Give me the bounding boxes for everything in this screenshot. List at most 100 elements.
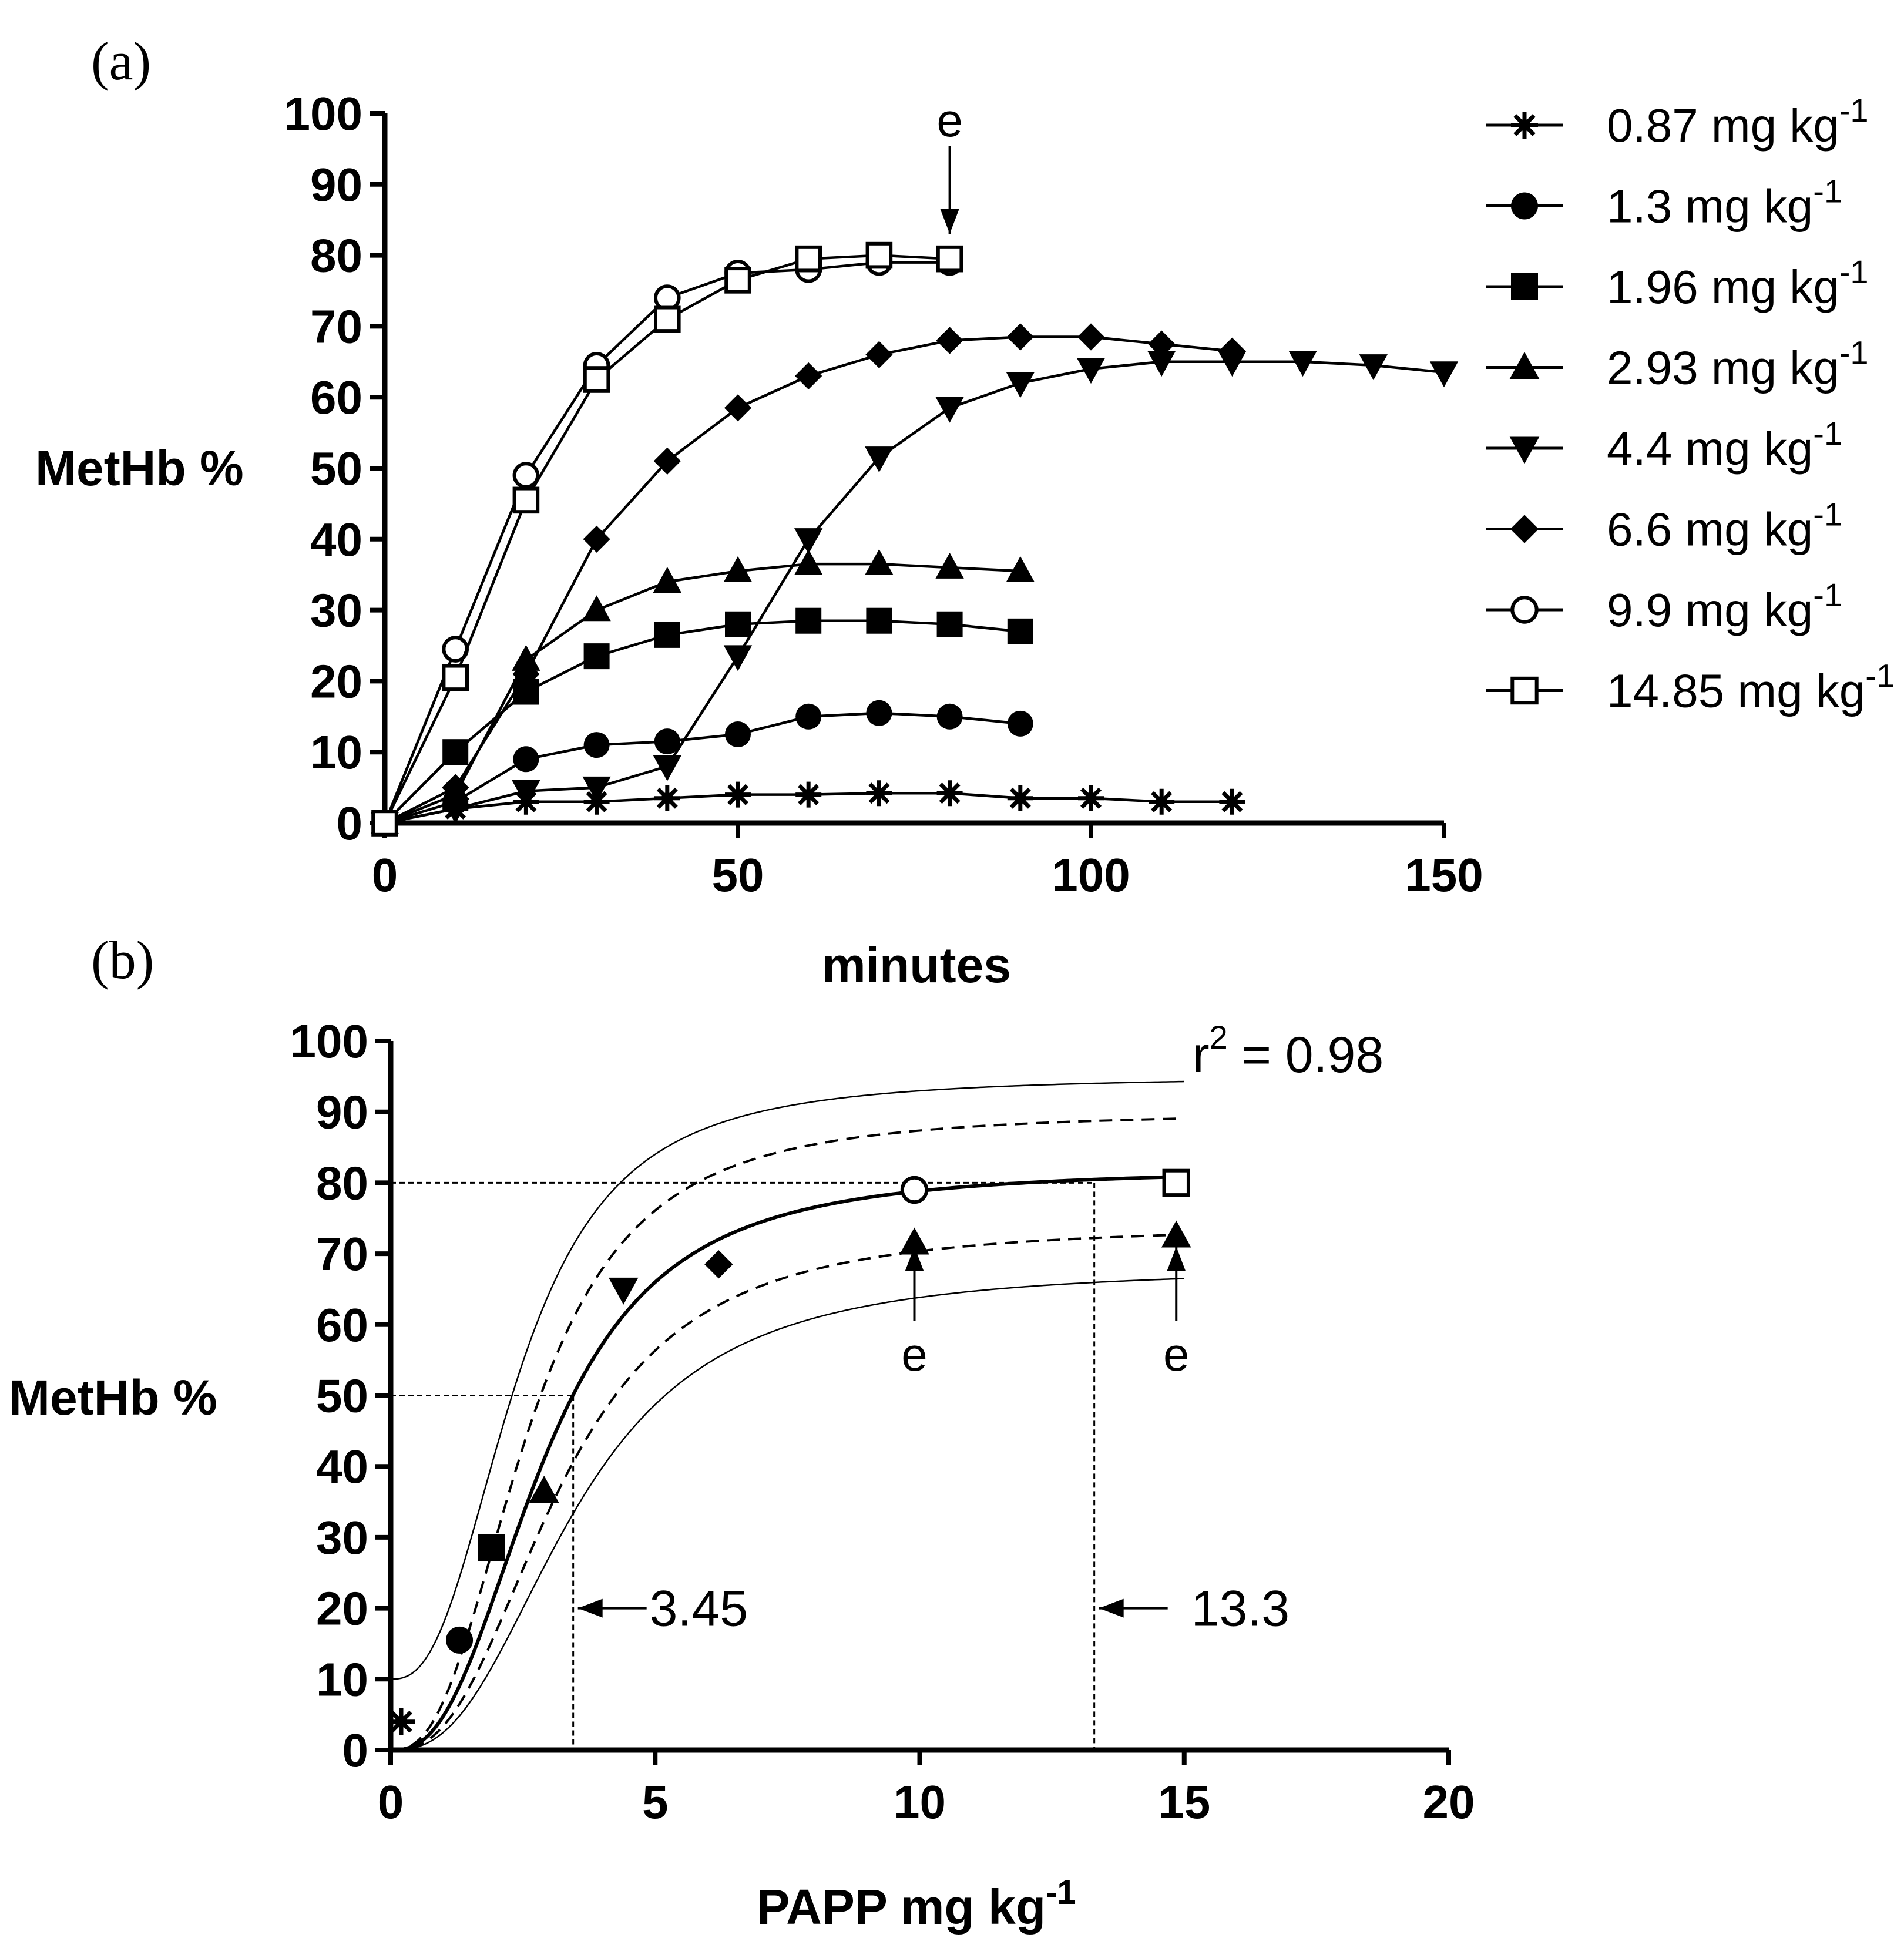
- legend-entry: 14.85 mg kg-1: [1486, 657, 1895, 717]
- data-point: [653, 566, 681, 593]
- panel-b-y-tick-label: 90: [316, 1086, 368, 1138]
- data-point: [583, 732, 610, 758]
- arrow-head: [940, 209, 959, 234]
- data-point: [724, 394, 752, 422]
- confidence-band-lower: [390, 1233, 1184, 1751]
- data-point: [512, 780, 540, 806]
- series-2: [372, 607, 1033, 836]
- panel-b-label: (b): [91, 930, 154, 990]
- panel-a-legend: 0.87 mg kg-11.3 mg kg-11.96 mg kg-12.93 …: [1486, 92, 1895, 717]
- legend-entry: 2.93 mg kg-1: [1486, 334, 1869, 394]
- marker-open-square: [865, 241, 893, 269]
- marker-diamond: [1077, 323, 1105, 351]
- data-point: [446, 1626, 474, 1654]
- data-point: [654, 785, 680, 811]
- marker-open-square: [1510, 676, 1539, 705]
- legend-label: 0.87 mg kg-1: [1607, 92, 1869, 152]
- e-label-1: e: [1163, 1328, 1190, 1381]
- data-point: [725, 721, 751, 747]
- marker-circle: [866, 700, 892, 726]
- marker-diamond: [1006, 323, 1034, 351]
- panel-b-r-squared: r2 = 0.98: [1193, 1019, 1383, 1083]
- marker-triangle-down: [1359, 354, 1388, 381]
- panel-a-y-tick-label: 60: [310, 371, 362, 424]
- panel-a-x-axis-title: minutes: [822, 938, 1011, 993]
- panel-b-x-tick-label: 0: [378, 1776, 404, 1828]
- panel-a-x-tick-label: 50: [712, 849, 764, 901]
- marker-star-core: [1156, 795, 1168, 808]
- marker-square: [1007, 618, 1033, 644]
- series-3: [370, 549, 1035, 834]
- marker-circle: [795, 703, 822, 730]
- marker-square: [725, 611, 751, 637]
- panel-b-y-tick-label: 60: [316, 1299, 368, 1351]
- data-point: [653, 447, 681, 475]
- marker-square: [583, 643, 610, 670]
- data-point: [936, 703, 963, 730]
- data-point: [654, 305, 681, 333]
- marker-square: [442, 739, 469, 765]
- marker-open-square: [1162, 1168, 1190, 1197]
- marker-diamond: [512, 660, 540, 688]
- legend-label-exponent: -1: [1865, 657, 1895, 694]
- panel-a-axes: 0 10 20 30 40 50 60 70 80 90 100 0 50 100 150: [284, 88, 1483, 901]
- panel-b-points: [388, 1168, 1191, 1735]
- marker-triangle-down: [512, 780, 540, 806]
- marker-square: [936, 611, 963, 637]
- legend-marker: [1510, 676, 1539, 705]
- panel-a-annotation-e: e: [936, 94, 963, 146]
- panel-b-x-axis-title: PAPP mg kg-1: [757, 1873, 1076, 1935]
- marker-diamond: [653, 447, 681, 475]
- data-point: [865, 341, 893, 368]
- legend-label-text: 0.87 mg kg: [1607, 99, 1839, 152]
- data-point: [1006, 323, 1034, 351]
- data-point: [794, 528, 823, 555]
- data-point: [900, 1176, 929, 1204]
- marker-circle: [1511, 192, 1538, 220]
- panel-b-y-tick-label: 10: [316, 1653, 368, 1705]
- marker-circle: [1007, 710, 1033, 737]
- marker-triangle-down: [1006, 372, 1035, 398]
- data-point: [936, 611, 963, 637]
- marker-open-square: [583, 366, 610, 393]
- marker-star-core: [732, 788, 744, 801]
- data-point: [583, 643, 610, 670]
- data-point: [723, 645, 753, 671]
- panel-a-x-tick-label: 0: [372, 849, 398, 901]
- data-point: [1006, 372, 1035, 398]
- data-point: [608, 1277, 639, 1305]
- data-point: [442, 774, 469, 801]
- data-point: [512, 644, 540, 671]
- r-squared-exponent: 2: [1210, 1019, 1228, 1056]
- legend-label-text: 1.96 mg kg: [1607, 261, 1839, 313]
- panel-b-x-tick-label: 10: [894, 1776, 946, 1828]
- data-point: [442, 739, 469, 765]
- marker-diamond: [795, 362, 822, 390]
- marker-diamond: [1510, 515, 1539, 543]
- marker-triangle-up: [865, 549, 894, 575]
- ed80-label: 13.3: [1191, 1581, 1290, 1637]
- legend-label: 4.4 mg kg-1: [1607, 415, 1842, 475]
- marker-square: [795, 607, 822, 634]
- legend-label-text: 9.9 mg kg: [1607, 584, 1813, 636]
- panel-b-x-axis-title-exponent: -1: [1046, 1873, 1076, 1912]
- data-point: [936, 780, 963, 807]
- data-point: [724, 267, 751, 294]
- data-point: [1288, 351, 1317, 377]
- marker-triangle-up: [512, 644, 540, 671]
- marker-triangle-down: [1076, 358, 1106, 384]
- marker-diamond: [583, 525, 610, 553]
- legend-label: 6.6 mg kg-1: [1607, 496, 1842, 556]
- legend-label: 14.85 mg kg-1: [1607, 657, 1895, 717]
- panel-b-y-tick-label: 40: [316, 1440, 368, 1493]
- data-point: [795, 362, 822, 390]
- data-point: [866, 607, 892, 634]
- panel-b-x-tick-label: 20: [1423, 1776, 1475, 1828]
- marker-star-core: [395, 1715, 408, 1728]
- marker-triangle-up: [653, 566, 681, 593]
- data-point: [1148, 330, 1176, 358]
- data-point: [1147, 351, 1176, 377]
- arrow-head: [1167, 1247, 1186, 1272]
- data-point: [899, 1227, 929, 1255]
